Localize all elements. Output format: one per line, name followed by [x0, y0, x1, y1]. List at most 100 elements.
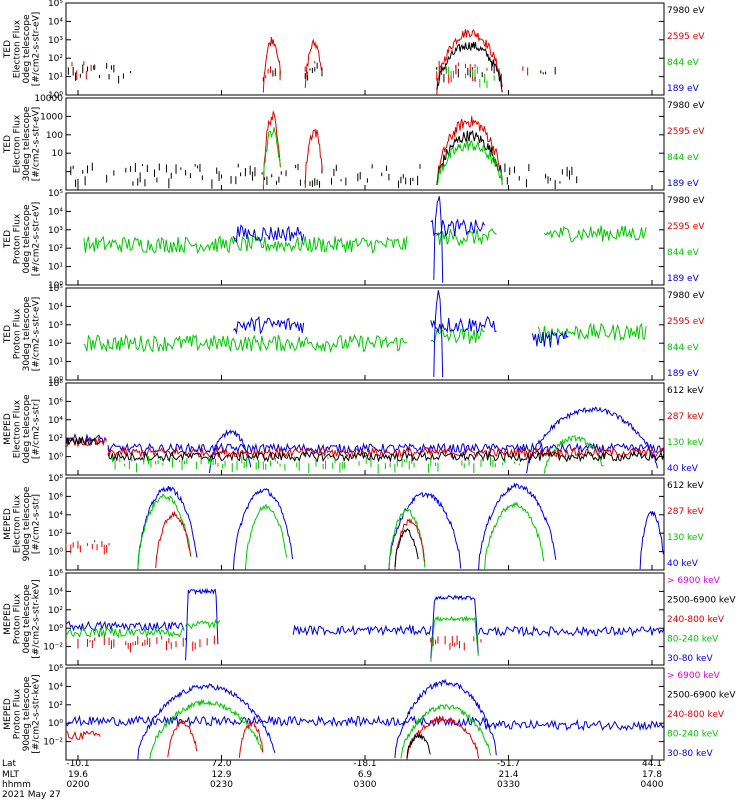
y-tick-label: 10³: [48, 321, 63, 331]
y-axis-label-line: MEPED: [3, 413, 13, 445]
series-line: [537, 322, 647, 342]
plot-area: [66, 406, 664, 474]
y-axis-label-line: [#/cm2-s-str-eV]: [32, 202, 42, 277]
y-tick-label: 10000: [34, 94, 63, 104]
panel-frame: [65, 572, 665, 666]
series-line: [304, 128, 323, 188]
y-axis-label-line: 0deg telescope: [22, 394, 32, 464]
y-tick-label: 10⁶: [48, 569, 63, 579]
y-axis-label-line: 0deg telescope: [22, 14, 32, 84]
legend-entry: 30-80 keV: [667, 749, 713, 759]
plot-area: [83, 196, 647, 283]
legend-entry: 844 eV: [667, 153, 700, 163]
legend-entry: 844 eV: [667, 248, 700, 258]
y-tick-label: 10⁶: [48, 397, 63, 407]
series-line: [66, 730, 101, 741]
footer-mlt-value: 21.4: [498, 770, 518, 780]
y-axis-label-line: MEPED: [3, 508, 13, 540]
y-tick-label: 10⁴: [48, 511, 63, 521]
footer-lat-value: -51.7: [497, 759, 520, 769]
series-line: [137, 485, 198, 570]
y-tick-label: 10⁶: [48, 492, 63, 502]
y-axis-label-line: [#/cm2-s-str-eV]: [32, 297, 42, 372]
series-line: [430, 594, 479, 659]
series-line: [433, 290, 444, 378]
footer-lat-value: 44.1: [642, 759, 662, 769]
y-axis-label-line: Proton Flux: [13, 593, 23, 644]
series-line: [526, 406, 658, 474]
y-axis-label-line: TED: [3, 230, 13, 249]
legend-entry: > 6900 keV: [667, 576, 721, 586]
footer-hhmm-value: 0200: [67, 780, 90, 790]
y-tick-label: 10⁵: [48, 189, 63, 199]
plot-area: [66, 678, 664, 760]
series-line: [107, 441, 664, 455]
series-line: [400, 704, 492, 759]
series-line: [406, 714, 480, 760]
series-line: [430, 615, 479, 662]
series-line: [66, 620, 185, 632]
legend-entry: 7980 eV: [667, 6, 705, 16]
legend-entry: 612 keV: [667, 386, 704, 396]
plot-area: [66, 29, 556, 95]
panel-6: 10⁶ 10⁴ 10² 10⁰ 10⁻² MEPED Proton Flux 0deg tel…: [3, 569, 736, 666]
y-axis-label-line: [#/cm2-s-str-keV]: [32, 579, 42, 658]
legend-entry: 7980 eV: [667, 101, 705, 111]
series-line: [232, 488, 294, 570]
y-axis-label-line: TED: [3, 40, 13, 59]
series-line: [406, 732, 431, 759]
series-line: [137, 683, 276, 760]
series-line: [66, 714, 486, 728]
series-line: [430, 218, 486, 237]
legend-entry: 80-240 keV: [667, 730, 719, 740]
panel-frame: [65, 97, 665, 191]
series-line: [436, 42, 503, 93]
footer-row-label: MLT: [2, 770, 20, 780]
series-line: [107, 450, 664, 463]
footer-lat-value: -10.1: [66, 759, 89, 769]
series-line: [436, 29, 503, 95]
y-tick-label: 10⁴: [48, 416, 63, 426]
legend-entry: 189 eV: [667, 369, 700, 379]
y-axis-label-line: 90deg telescope: [22, 676, 32, 751]
y-tick-label: 10²: [48, 606, 63, 616]
series-line: [394, 528, 419, 568]
footer-lat-value: -18.1: [353, 759, 376, 769]
panel-0: 10⁵ 10⁴ 10³ 10² 10¹ 10⁰ TED Electron Flux 0deg t…: [3, 0, 705, 101]
series-line: [436, 116, 503, 185]
panel-5: 10⁸ 10⁶ 10⁴ 10² 10⁰ MEPED Electron Flux 90deg t…: [3, 474, 704, 571]
series-line: [66, 626, 185, 639]
y-tick-label: 10³: [48, 36, 63, 46]
y-tick-label: 10²: [48, 54, 63, 64]
y-tick-label: 10³: [48, 226, 63, 236]
y-axis-label-line: 90deg telescope: [22, 486, 32, 561]
footer-hhmm-value: 0400: [641, 780, 664, 790]
series-line: [262, 110, 281, 190]
series-line: [233, 315, 305, 335]
y-axis-label-line: MEPED: [3, 698, 13, 730]
series-line: [639, 510, 664, 570]
y-axis-label-line: Electron Flux: [13, 19, 23, 78]
panel-4: 10⁸ 10⁶ 10⁴ 10² 10⁰ MEPED Electron Flux 0deg te…: [3, 379, 704, 476]
legend-entry: 80-240 keV: [667, 635, 719, 645]
y-tick-label: 10⁵: [48, 284, 63, 294]
panel-7: 10⁶ 10⁴ 10² 10⁰ 10⁻² MEPED Proton Flux 90deg te…: [3, 664, 736, 761]
y-axis-label-line: [#/cm2-s-str-keV]: [32, 674, 42, 753]
y-tick-label: 10⁴: [48, 587, 63, 597]
y-axis-label-line: Proton Flux: [13, 308, 23, 359]
y-axis-label-line: Electron Flux: [13, 494, 23, 553]
footer-hhmm-value: 0230: [210, 780, 233, 790]
legend-entry: 2595 eV: [667, 222, 705, 232]
panel-3: 10⁵ 10⁴ 10³ 10² 10¹ 10⁰ TED Proton Flux 30deg te…: [3, 284, 705, 386]
series-line: [292, 623, 432, 637]
panel-2: 10⁵ 10⁴ 10³ 10² 10¹ 10⁰ TED Proton Flux 0deg tel…: [3, 189, 705, 291]
series-line: [83, 333, 408, 354]
series-line: [388, 508, 426, 569]
legend-entry: 240-800 keV: [667, 710, 725, 720]
legend-entry: 287 keV: [667, 412, 704, 422]
panel-frame: [65, 667, 665, 761]
footer-mlt-value: 6.9: [358, 770, 373, 780]
y-axis-label-line: [#/cm2-s-str]: [32, 399, 42, 459]
